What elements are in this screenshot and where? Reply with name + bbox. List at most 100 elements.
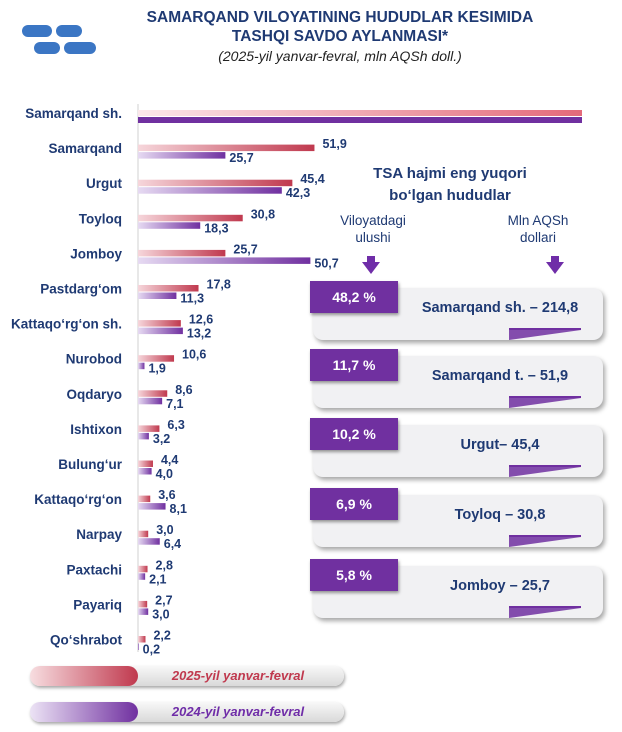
region-value-label: Jomboy – 25,7 — [450, 578, 550, 594]
value-column-header: Mln AQSh dollari — [498, 212, 578, 246]
share-badge: 10,2 % — [310, 418, 398, 450]
bar-2024 — [138, 468, 152, 475]
top-region-card: 6,9 % Toyloq – 30,8 — [310, 488, 603, 547]
bar-2025 — [138, 144, 315, 152]
value-label-2025: 2,2 — [153, 629, 170, 643]
bar-2025 — [138, 425, 160, 432]
value-label-2024: 25,7 — [229, 151, 253, 165]
legend-swatch-2025 — [30, 666, 138, 686]
top-region-card: 48,2 % Samarqand sh. – 214,8 — [310, 281, 603, 340]
value-label-2025: 2,7 — [155, 593, 172, 607]
bar-2025 — [138, 600, 148, 608]
category-label: Qo‘shrabot — [50, 633, 123, 648]
value-label-2025: 3,6 — [158, 488, 175, 502]
bar-2024 — [138, 608, 149, 615]
bar-2025 — [138, 214, 243, 222]
value-label-2025: 51,9 — [322, 137, 346, 151]
share-badge: 6,9 % — [310, 488, 398, 520]
bar-2025 — [138, 249, 226, 257]
value-label-2025: 12,6 — [189, 313, 213, 327]
logo-icon — [22, 25, 96, 54]
category-label: Narpay — [76, 527, 122, 542]
value-label-2024: 7,1 — [166, 397, 183, 411]
card-accent-triangle — [509, 398, 581, 408]
value-label-2024: 42,3 — [286, 186, 310, 200]
value-label-2025: 17,8 — [207, 278, 231, 292]
card-accent-triangle — [509, 467, 581, 477]
region-value-label: Samarqand t. – 51,9 — [431, 368, 569, 384]
region-value-label: Samarqand sh. – 214,8 — [421, 300, 579, 316]
value-label-2024: 3,2 — [153, 432, 170, 446]
legend-label-2024: 2024-yil yanvar-fevral — [171, 704, 305, 719]
value-label-2025: 25,7 — [233, 242, 257, 256]
legend-item-2024: 2024-yil yanvar-fevral — [30, 702, 344, 722]
bar-2024 — [138, 573, 146, 580]
value-label-2024: 2,1 — [149, 572, 166, 586]
bar-2024 — [138, 538, 160, 545]
bar-2025 — [138, 390, 168, 397]
share-column-header: Viloyatdagi ulushi — [328, 212, 418, 246]
top-region-card: 5,8 % Jomboy – 25,7 — [310, 559, 603, 618]
top-region-card: 10,2 % Urgut– 45,4 — [310, 418, 603, 477]
card-accent-triangle — [509, 330, 581, 340]
value-label-2024: 13,2 — [187, 327, 211, 341]
category-label: Jomboy — [70, 246, 122, 261]
card-underline — [509, 396, 581, 398]
card-underline — [509, 535, 581, 537]
legend-label-2025: 2025-yil yanvar-fevral — [171, 668, 305, 683]
category-label: Samarqand sh. — [25, 106, 122, 121]
value-label-2025: 2,8 — [156, 558, 173, 572]
category-label: Nurobod — [66, 352, 122, 367]
value-header-line1: Mln AQSh — [507, 213, 569, 228]
value-label-2025: 45,4 — [300, 172, 324, 186]
bar-2025 — [138, 355, 175, 362]
category-label: Samarqand — [48, 141, 122, 156]
bar-2024 — [138, 117, 582, 123]
panel-title-line2: bo‘lgan hududlar — [389, 187, 511, 204]
arrow-down-icon — [362, 256, 380, 274]
bar-2024 — [138, 432, 149, 440]
bar-2024 — [138, 643, 139, 650]
category-label: Payariq — [73, 597, 122, 612]
value-label-2025: 3,0 — [156, 523, 173, 537]
value-label-2024: 50,7 — [314, 256, 338, 270]
region-value-label: Toyloq – 30,8 — [454, 507, 546, 523]
value-label-2024: 8,1 — [170, 502, 187, 516]
category-label: Kattaqo‘rg‘on — [34, 492, 122, 507]
top-region-card: 11,7 % Samarqand t. – 51,9 — [310, 349, 603, 408]
value-label-2025: 8,6 — [175, 383, 192, 397]
share-badge: 5,8 % — [310, 559, 398, 591]
category-label: Urgut — [86, 176, 122, 191]
bar-2025 — [138, 110, 582, 116]
category-label: Paxtachi — [66, 562, 122, 577]
legend-swatch-2024 — [30, 702, 138, 722]
value-label-2024: 1,9 — [148, 362, 165, 376]
panel-title-line1: TSA hajmi eng yuqori — [373, 165, 527, 182]
legend-item-2025: 2025-yil yanvar-fevral — [30, 666, 344, 686]
value-label-2024: 4,0 — [156, 467, 173, 481]
bar-2025 — [138, 636, 146, 643]
card-underline — [509, 328, 581, 330]
category-label: Oqdaryo — [66, 387, 122, 402]
bar-2025 — [138, 285, 199, 292]
value-label-2024: 18,3 — [204, 221, 228, 235]
bar-2025 — [138, 460, 153, 467]
category-label: Kattaqo‘rg‘on sh. — [11, 317, 122, 332]
category-label: Toyloq — [79, 211, 122, 226]
value-label-2024: 11,3 — [180, 292, 204, 306]
bar-2024 — [138, 257, 311, 264]
bar-2024 — [138, 362, 145, 370]
bar-2024 — [138, 503, 166, 510]
value-label-2025: 10,6 — [182, 348, 206, 362]
category-label: Bulung‘ur — [58, 457, 122, 472]
value-label-2024: 3,0 — [152, 607, 169, 621]
chart-subtitle: (2025-yil yanvar-fevral, mln AQSh doll.) — [218, 48, 462, 64]
chart-title-line2: TASHQI SAVDO AYLANMASI* — [231, 28, 449, 45]
value-header-line2: dollari — [519, 230, 557, 245]
bar-2024 — [138, 327, 183, 335]
category-label: Pastdarg‘om — [40, 282, 122, 297]
share-header-line1: Viloyatdagi — [340, 213, 406, 228]
value-label-2025: 6,3 — [167, 418, 184, 432]
bar-2024 — [138, 397, 163, 405]
